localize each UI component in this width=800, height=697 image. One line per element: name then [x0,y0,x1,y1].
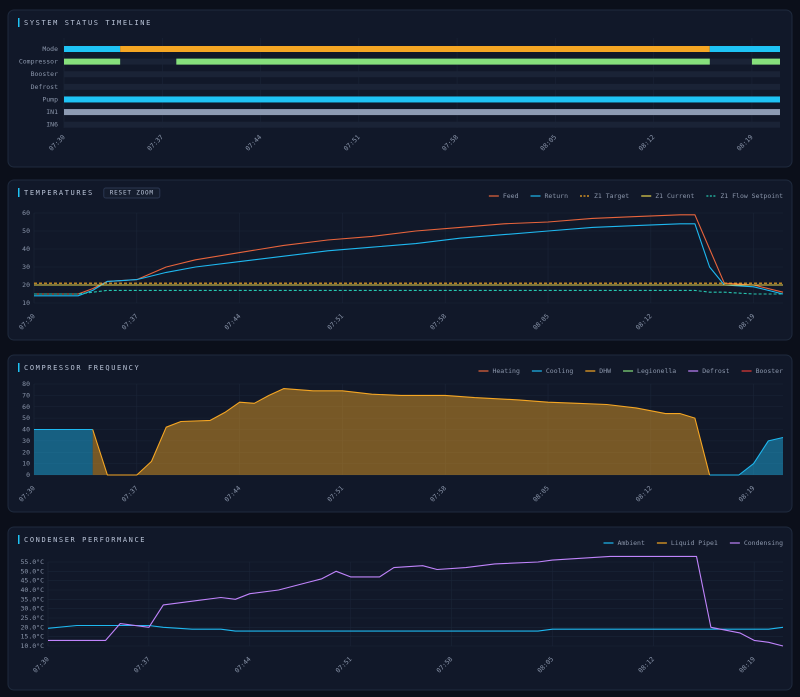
y-tick-label: 55.0°C [21,558,45,566]
panel-title: CONDENSER PERFORMANCE [24,536,146,544]
title-accent [18,188,20,197]
legend-label: Heating [492,367,519,375]
y-tick-label: 10 [22,460,30,468]
y-tick-label: 50.0°C [21,567,45,575]
legend-label: Z1 Current [655,192,694,200]
y-tick-label: 60 [22,209,30,217]
y-tick-label: 80 [22,380,30,388]
y-tick-label: 40 [22,426,30,434]
row-label: Compressor [19,58,58,66]
title-accent [18,363,20,372]
y-tick-label: 20 [22,281,30,289]
panel-title: TEMPERATURES [24,189,94,197]
status-segment [176,58,710,65]
row-label: Pump [42,95,58,103]
panel-title: COMPRESSOR FREQUENCY [24,364,140,372]
panel [7,179,793,341]
legend-label: Defrost [702,367,729,375]
y-tick-label: 30 [22,263,30,271]
legend-label: Cooling [546,367,573,375]
legend-label: Condensing [744,539,783,547]
series-line [34,289,783,295]
y-tick-label: 45.0°C [21,577,45,585]
status-segment [120,46,710,52]
row-track [64,121,780,128]
series-line [48,555,784,647]
button-label: RESET ZOOM [110,190,154,197]
y-tick-label: 50 [22,414,30,422]
row-label: IN1 [46,108,58,116]
title-accent [18,535,20,544]
row-label: Mode [42,45,58,53]
y-tick-label: 10 [22,299,30,307]
y-tick-label: 60 [22,403,30,411]
y-tick-label: 15.0°C [21,633,45,641]
y-tick-label: 10.0°C [21,642,45,650]
y-tick-label: 20.0°C [21,623,45,631]
status-segment [64,46,121,52]
row-label: Defrost [31,83,58,91]
legend-label: Booster [756,367,783,375]
legend-label: Return [545,192,569,200]
button-frame [103,187,161,199]
y-tick-label: 30.0°C [21,605,45,613]
legend-label: Legionella [637,367,676,375]
row-label: IN6 [46,121,58,129]
row-track [64,83,780,90]
y-tick-label: 20 [22,448,30,456]
y-tick-label: 35.0°C [21,595,45,603]
y-tick-label: 50 [22,227,30,235]
legend-label: Ambient [617,539,644,547]
legend-label: Feed [503,192,519,200]
series-line [709,436,784,476]
series-line [47,624,784,632]
series-line [34,223,784,297]
y-tick-label: 70 [22,391,30,399]
y-tick-label: 25.0°C [21,614,45,622]
reset-zoom-button[interactable]: RESET ZOOM [103,187,161,199]
y-tick-label: 0 [26,471,30,479]
series-line [92,388,711,476]
legend-label: Z1 Target [594,192,629,200]
y-tick-label: 40.0°C [21,586,45,594]
legend-label: Z1 Flow Setpoint [720,192,783,200]
status-segment [64,109,780,116]
area-fill [92,388,710,475]
panel-title: SYSTEM STATUS TIMELINE [24,19,152,27]
title-accent [18,18,20,27]
status-segment [751,58,780,65]
status-segment [64,96,780,103]
status-segment [64,58,121,65]
row-track [64,71,780,78]
legend-label: DHW [599,367,611,375]
row-label: Booster [31,70,58,78]
panel [7,354,793,513]
area-fill [34,429,93,475]
legend-label: Liquid Pipe1 [671,539,718,547]
y-tick-label: 30 [22,437,30,445]
y-tick-label: 40 [22,245,30,253]
status-segment [709,46,780,52]
